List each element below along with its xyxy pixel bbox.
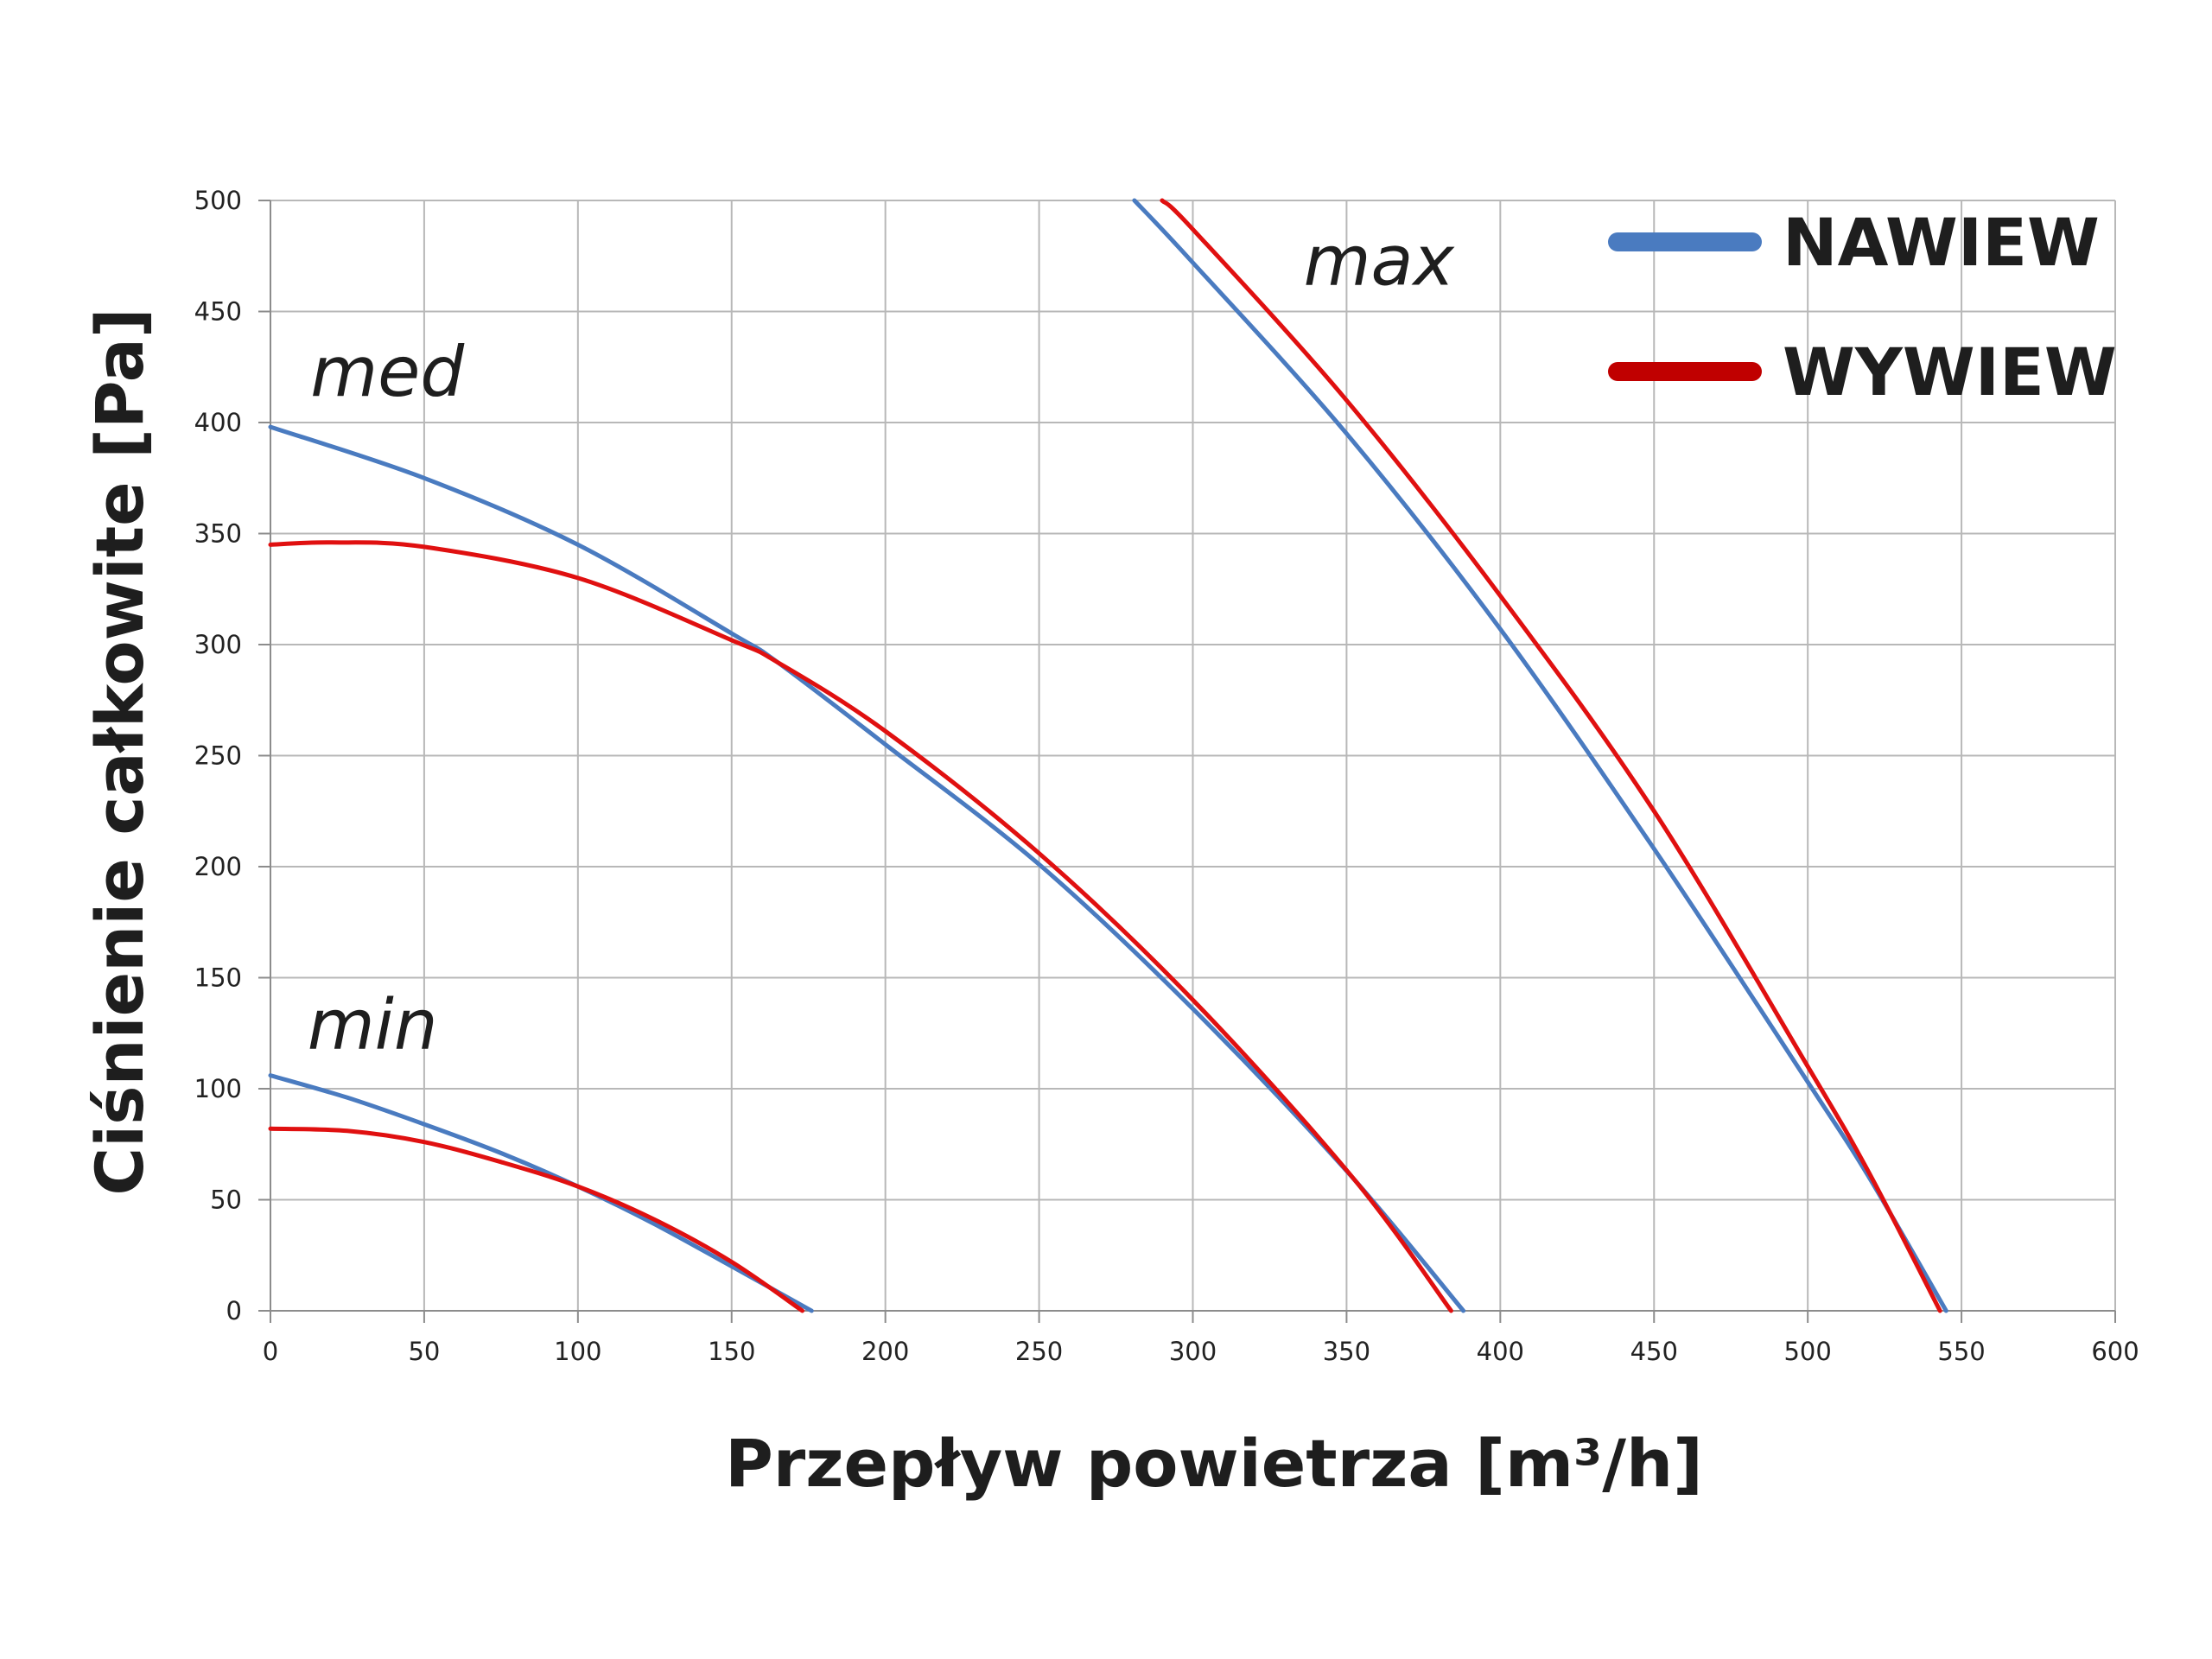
x-tick-label: 200 bbox=[861, 1337, 909, 1366]
curve-label-min: min bbox=[308, 985, 438, 1065]
x-tick-label: 350 bbox=[1323, 1337, 1370, 1366]
curve-label-med: med bbox=[310, 332, 465, 412]
series-lines bbox=[268, 198, 1948, 1313]
y-tick-label: 50 bbox=[210, 1185, 242, 1215]
y-tick-label: 250 bbox=[194, 741, 242, 771]
legend-label-wywiew: WYWIEW bbox=[1783, 334, 2117, 410]
x-tick-label: 300 bbox=[1169, 1337, 1217, 1366]
x-axis-title: Przepływ powietrza [m³/h] bbox=[725, 1425, 1703, 1502]
curve-labels: min med max bbox=[308, 221, 1456, 1065]
y-tick-label: 450 bbox=[194, 297, 242, 327]
series-line-nawiew-min bbox=[268, 1073, 814, 1313]
legend-label-nawiew: NAWIEW bbox=[1783, 204, 2100, 281]
series-line-nawiew-max bbox=[1132, 198, 1948, 1313]
y-tick-label: 0 bbox=[226, 1296, 242, 1325]
x-tick-label: 250 bbox=[1015, 1337, 1063, 1366]
series-line-wywiew-max bbox=[1160, 198, 1942, 1313]
x-tick-label: 400 bbox=[1477, 1337, 1524, 1366]
x-tick-label: 0 bbox=[263, 1337, 278, 1366]
legend: NAWIEW WYWIEW bbox=[1608, 204, 2117, 410]
y-tick-label: 300 bbox=[194, 630, 242, 659]
y-tick-label: 150 bbox=[194, 963, 242, 993]
x-tick-label: 600 bbox=[2091, 1337, 2139, 1366]
y-tick-label: 200 bbox=[194, 852, 242, 881]
x-tick-label: 50 bbox=[408, 1337, 440, 1366]
curve-label-max: max bbox=[1304, 221, 1456, 302]
tick-labels: 0 50 100 150 200 250 300 350 400 450 500 550 600 0 50 1… bbox=[194, 186, 2139, 1366]
y-tick-label: 350 bbox=[194, 519, 242, 549]
series-line-nawiew-med bbox=[268, 424, 1466, 1313]
x-tick-label: 500 bbox=[1783, 1337, 1831, 1366]
x-tick-label: 550 bbox=[1937, 1337, 1985, 1366]
y-axis-title: Ciśnienie całkowite [Pa] bbox=[81, 308, 158, 1195]
y-tick-label: 500 bbox=[194, 186, 242, 215]
x-tick-label: 150 bbox=[708, 1337, 755, 1366]
x-tick-label: 450 bbox=[1630, 1337, 1678, 1366]
series-line-wywiew-med bbox=[268, 540, 1453, 1313]
y-tick-label: 400 bbox=[194, 408, 242, 437]
series-line-wywiew-min bbox=[268, 1126, 805, 1313]
y-tick-label: 100 bbox=[194, 1074, 242, 1103]
x-tick-label: 100 bbox=[554, 1337, 601, 1366]
grid bbox=[258, 200, 2116, 1323]
